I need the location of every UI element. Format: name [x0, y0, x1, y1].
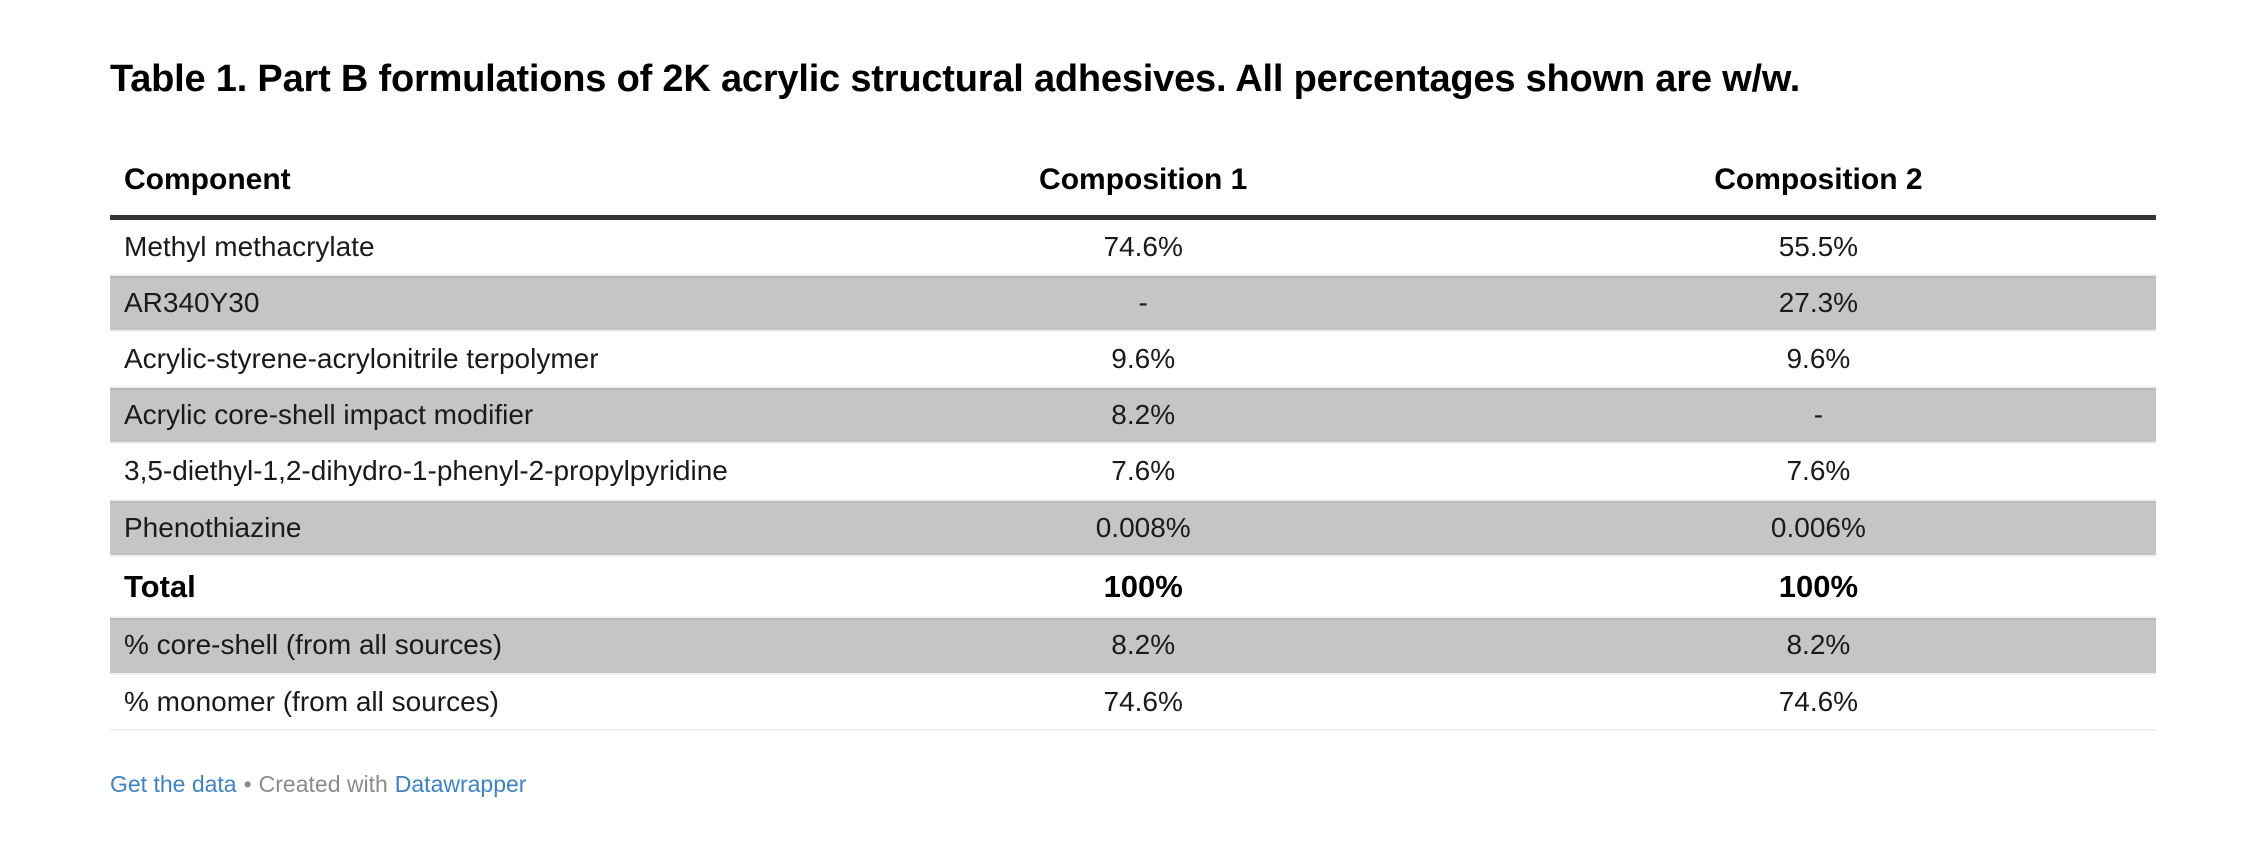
- table-row: AR340Y30-27.3%: [110, 274, 2156, 332]
- table-row: Total 100% 100%: [110, 555, 2156, 619]
- table-row: Methyl methacrylate 74.6% 55.5%: [110, 217, 2156, 276]
- table-row: Phenothiazine 0.008% 0.006%: [110, 499, 2156, 557]
- composition-2-cell: 7.6%: [1480, 443, 2156, 501]
- component-cell: Total: [110, 555, 806, 619]
- attribution-footer: Get the data • Created with Datawrapper: [110, 771, 2156, 798]
- component-cell: 3,5-diethyl-1,2-dihydro-1-phenyl-2-propy…: [110, 443, 806, 501]
- footer-separator: •: [243, 770, 252, 797]
- composition-1-cell: 8.2%: [805, 387, 1481, 445]
- composition-2-cell: 8.2%: [1480, 617, 2156, 675]
- composition-2-cell: -: [1480, 387, 2156, 445]
- composition-2-cell: 55.5%: [1480, 217, 2156, 276]
- created-with-label: Created with: [258, 770, 388, 797]
- composition-1-cell: 8.2%: [805, 617, 1481, 675]
- composition-1-cell: -: [805, 274, 1481, 332]
- component-cell: % core-shell (from all sources): [110, 617, 806, 675]
- table-visualization: Table 1. Part B formulations of 2K acryl…: [110, 57, 2156, 798]
- component-cell: % monomer (from all sources): [110, 673, 806, 731]
- column-header-composition-2: Composition 2: [1480, 138, 2156, 220]
- composition-1-cell: 0.008%: [805, 499, 1481, 557]
- table-title: Table 1. Part B formulations of 2K acryl…: [110, 58, 1801, 100]
- composition-1-cell: 100%: [805, 555, 1481, 619]
- formulations-table: Component Composition 1 Composition 2 Meth…: [110, 138, 2156, 731]
- table-row: Acrylic-styrene-acrylonitrile terpolymer…: [110, 330, 2156, 389]
- component-cell: Acrylic core-shell impact modifier: [110, 387, 806, 445]
- table-row: 3,5-diethyl-1,2-dihydro-1-phenyl-2-propy…: [110, 443, 2156, 501]
- composition-2-cell: 74.6%: [1480, 673, 2156, 731]
- composition-1-cell: 7.6%: [805, 443, 1481, 501]
- component-cell: AR340Y30: [110, 274, 806, 332]
- table-header: Component Composition 1 Composition 2: [110, 138, 2156, 220]
- component-cell: Methyl methacrylate: [110, 217, 806, 276]
- column-header-composition-1: Composition 1: [805, 138, 1481, 220]
- table-row: % core-shell (from all sources) 8.2% 8.2%: [110, 617, 2156, 675]
- column-header-component: Component: [110, 138, 806, 220]
- datawrapper-link[interactable]: Datawrapper: [394, 770, 527, 797]
- table-row: Acrylic core-shell impact modifier 8.2% -: [110, 387, 2156, 445]
- composition-2-cell: 100%: [1480, 555, 2156, 619]
- get-the-data-link[interactable]: Get the data: [110, 770, 237, 797]
- composition-1-cell: 9.6%: [805, 330, 1481, 389]
- composition-2-cell: 27.3%: [1480, 274, 2156, 332]
- table-row: % monomer (from all sources) 74.6% 74.6%: [110, 673, 2156, 731]
- component-cell: Phenothiazine: [110, 499, 806, 557]
- composition-2-cell: 9.6%: [1480, 330, 2156, 389]
- composition-2-cell: 0.006%: [1480, 499, 2156, 557]
- composition-1-cell: 74.6%: [805, 217, 1481, 276]
- component-cell: Acrylic-styrene-acrylonitrile terpolymer: [110, 330, 806, 389]
- composition-1-cell: 74.6%: [805, 673, 1481, 731]
